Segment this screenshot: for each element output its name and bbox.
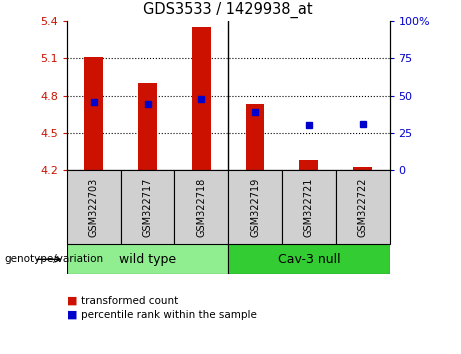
Bar [300, 160, 318, 170]
FancyBboxPatch shape [228, 170, 282, 244]
FancyBboxPatch shape [121, 170, 174, 244]
Bar [246, 104, 265, 170]
Text: ■: ■ [67, 296, 77, 306]
Text: GSM322703: GSM322703 [89, 177, 99, 237]
FancyBboxPatch shape [174, 170, 228, 244]
Bar [192, 28, 211, 170]
Text: genotype/variation: genotype/variation [5, 254, 104, 264]
Text: percentile rank within the sample: percentile rank within the sample [81, 310, 257, 320]
Text: transformed count: transformed count [81, 296, 178, 306]
Text: GSM322722: GSM322722 [358, 177, 368, 237]
Text: Cav-3 null: Cav-3 null [278, 253, 340, 266]
Text: GSM322721: GSM322721 [304, 177, 314, 237]
FancyBboxPatch shape [67, 170, 121, 244]
Bar [353, 167, 372, 170]
Text: GSM322718: GSM322718 [196, 177, 207, 237]
Text: wild type: wild type [119, 253, 176, 266]
Text: ■: ■ [67, 310, 77, 320]
FancyBboxPatch shape [336, 170, 390, 244]
Text: GSM322719: GSM322719 [250, 177, 260, 237]
Bar [138, 83, 157, 170]
Text: GSM322717: GSM322717 [142, 177, 153, 237]
Bar [84, 57, 103, 170]
Title: GDS3533 / 1429938_at: GDS3533 / 1429938_at [143, 2, 313, 18]
FancyBboxPatch shape [282, 170, 336, 244]
FancyBboxPatch shape [67, 244, 228, 274]
FancyBboxPatch shape [228, 244, 390, 274]
